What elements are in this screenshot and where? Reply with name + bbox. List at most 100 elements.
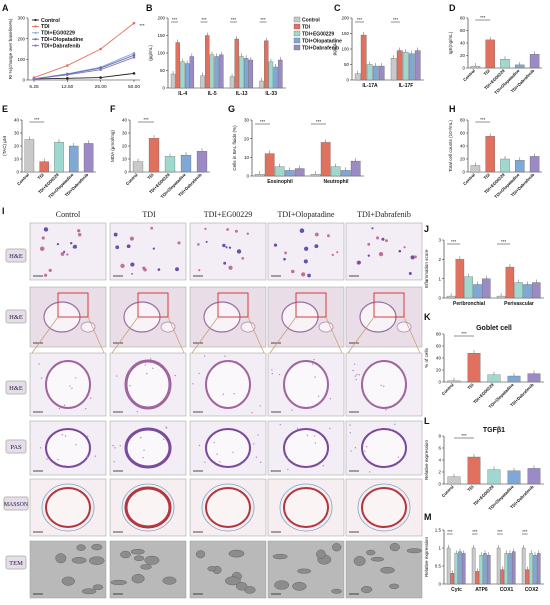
y-tick-label: 80 (436, 332, 442, 337)
micrograph-r2-c1 (29, 286, 107, 348)
collagen-ring (357, 483, 411, 532)
tissue-speck (355, 378, 357, 381)
airway-wall (361, 428, 407, 468)
mitochondrion (91, 543, 103, 551)
mitochondrion (144, 555, 160, 565)
bar-tdi-olopatadine (515, 64, 525, 69)
micrograph-r6-c2 (109, 540, 187, 599)
tissue-speck (63, 360, 65, 362)
chart-title: TGFβ1 (483, 427, 505, 434)
micrograph-r6-c1 (29, 540, 107, 599)
tissue-speck (354, 363, 356, 365)
cell-dot (48, 268, 52, 272)
micro-row-label-pas: PAS (5, 439, 27, 454)
tissue-speck (216, 453, 218, 455)
tissue-speck (368, 471, 371, 473)
y-tick-label: 60 (460, 131, 466, 136)
tissue-speck (253, 443, 255, 445)
bar-perivascular-tdi (505, 266, 515, 299)
bar-tdi-dabrafenib (83, 143, 94, 173)
tissue-speck (114, 447, 116, 449)
y-tick-label: 60 (436, 344, 442, 349)
tissue-speck (349, 424, 351, 426)
y-tick-label: 20 (14, 144, 20, 149)
y-tick-label: 20 (436, 368, 442, 373)
bar-peribronchial-tdi-olopatadine (473, 284, 482, 299)
cell-dot (143, 267, 147, 272)
mitochondrion (81, 588, 97, 595)
tissue-speck (129, 369, 132, 371)
vessel-lumen (396, 321, 412, 333)
tissue-speck (94, 455, 97, 457)
tissue-speck (394, 423, 396, 426)
tissue-speck (314, 442, 317, 444)
svg-text:H&E: H&E (9, 314, 23, 321)
micrograph-r4-c1 (29, 420, 107, 476)
tissue-speck (259, 405, 261, 407)
airway-wall (124, 427, 172, 469)
panel-label-d: D (449, 3, 456, 13)
tissue-speck (61, 434, 64, 436)
significance-label: *** (34, 117, 40, 122)
y-tick-label: 30 (244, 118, 250, 123)
micrograph-r4-c2 (109, 420, 187, 476)
y-tick-label: 8 (438, 434, 441, 439)
tissue-speck (169, 390, 171, 392)
y-axis-label: Relative expression (424, 440, 429, 481)
tissue-speck (69, 385, 71, 387)
tissue-speck (391, 429, 393, 431)
legend-swatch-tdi (293, 23, 301, 30)
micrograph-r5-c5 (345, 478, 423, 537)
bar-cox1-control (496, 547, 501, 585)
mitochondrion (331, 588, 342, 594)
cell-dot (385, 239, 388, 243)
tissue-speck (354, 375, 356, 377)
cell-dot (367, 254, 370, 257)
x-tick-label-tdi: TDI (146, 172, 154, 180)
bar-tdi-dabrafenib (529, 54, 540, 69)
y-tick-label: 10 (244, 155, 250, 160)
mitochondrion (272, 553, 288, 560)
mitochondrion (366, 549, 376, 556)
tissue-speck (86, 456, 89, 458)
micro-row-label-he-1: H&E (5, 248, 27, 263)
cell-dot (113, 232, 118, 237)
tissue-speck (144, 364, 147, 366)
y-tick-label: 10 (122, 157, 128, 162)
micrograph-r5-c4 (267, 478, 345, 537)
legend-swatch-control (293, 16, 301, 23)
bar-il-4-tdi-olopatadine (184, 63, 190, 89)
mitochondrion (316, 549, 326, 559)
y-axis-label: Cells in BAL fluids (%) (232, 125, 237, 171)
mitochondrion (274, 580, 290, 590)
significance-label: *** (497, 529, 503, 534)
cell-dot (204, 227, 207, 230)
x-tick-label-peribronchial: Peribronchial (453, 301, 486, 307)
point-tdi-3 (99, 47, 102, 51)
legend-label-tdi-dabrafenib: TDI+Dabrafenib (302, 46, 339, 52)
chart-k: 0 20 40 60 80 % of cells Goblet cell Control TDI… (424, 325, 544, 409)
bar-control (132, 161, 144, 173)
tissue-speck (150, 358, 152, 360)
point-tdi-4 (132, 21, 136, 25)
zoom-connector-right (403, 316, 421, 354)
vessel-lumen (80, 321, 96, 333)
mitochondrion (133, 555, 145, 561)
legend-label-tdi-dabrafenib: TDI+Dabrafenib (41, 43, 81, 49)
cell-dot (197, 243, 200, 246)
cell-dot (403, 246, 406, 249)
bar-il-4-tdi (175, 42, 180, 89)
y-tick-label: 20 (460, 157, 466, 162)
significance-label: *** (260, 119, 266, 124)
cell-dot (357, 260, 361, 265)
tissue-speck (287, 468, 289, 471)
mitochondrion (61, 576, 75, 586)
mitochondrion (380, 566, 395, 574)
mitochondrion (389, 543, 400, 552)
micrograph-r5-c1 (29, 478, 107, 537)
cell-dot (327, 234, 330, 238)
series-line-tdi-dabrafenib (33, 56, 135, 80)
